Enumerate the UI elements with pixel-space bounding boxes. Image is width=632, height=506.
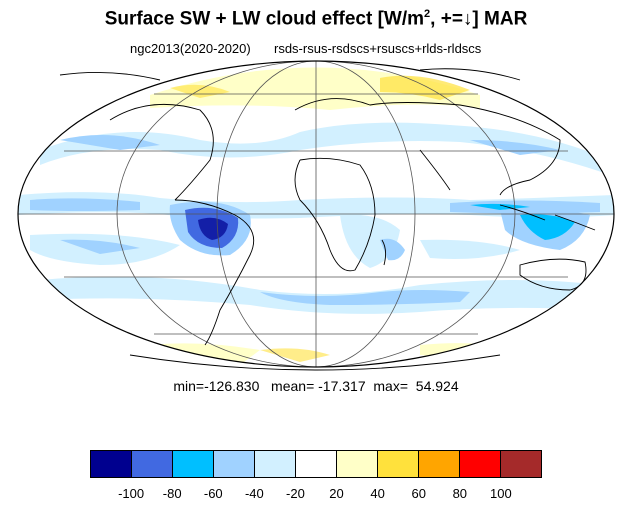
colorbar-box <box>337 451 378 477</box>
stats-line: min=-126.830 mean= -17.317 max= 54.924 <box>173 378 459 394</box>
globe-outline <box>17 60 615 368</box>
plot-title: Surface SW + LW cloud effect [W/m2, +=↓]… <box>0 8 632 30</box>
colorbar-tick-label: -60 <box>203 486 223 501</box>
coastlines <box>59 68 596 371</box>
colorbar-tick-label: -20 <box>286 486 305 501</box>
colorbar-box <box>255 451 296 477</box>
title-rest: , +=↓] MAR <box>430 8 528 30</box>
colorbar <box>90 450 542 478</box>
colorbar-tick-label: 80 <box>452 486 468 501</box>
colorbar-box <box>501 451 541 477</box>
colorbar-tick-label: 100 <box>490 486 512 501</box>
colorbar-tick-label: -80 <box>162 486 182 501</box>
colorbar-tick-label: -40 <box>244 486 264 501</box>
colorbar-tick-label: 60 <box>411 486 426 501</box>
colorbar-box <box>132 451 173 477</box>
colorbar-tick-label: 40 <box>370 486 385 501</box>
colorbar-box <box>296 451 337 477</box>
colorbar-box <box>214 451 255 477</box>
title-main: Surface SW + LW cloud effect [W/m <box>104 8 425 30</box>
subtitle-left: ngc2013(2020-2020) <box>130 41 251 56</box>
colorbar-box <box>419 451 460 477</box>
title-superscript: 2 <box>424 8 431 20</box>
colorbar-tick-label: 20 <box>329 486 344 501</box>
colorbar-box <box>378 451 419 477</box>
subtitle-right: rsds-rsus-rsdscs+rsuscs+rlds-rldscs <box>274 41 482 56</box>
colorbar-box <box>460 451 501 477</box>
colorbar-tick-label: -100 <box>118 486 145 501</box>
colorbar-box <box>91 451 132 477</box>
colorbar-box <box>173 451 214 477</box>
